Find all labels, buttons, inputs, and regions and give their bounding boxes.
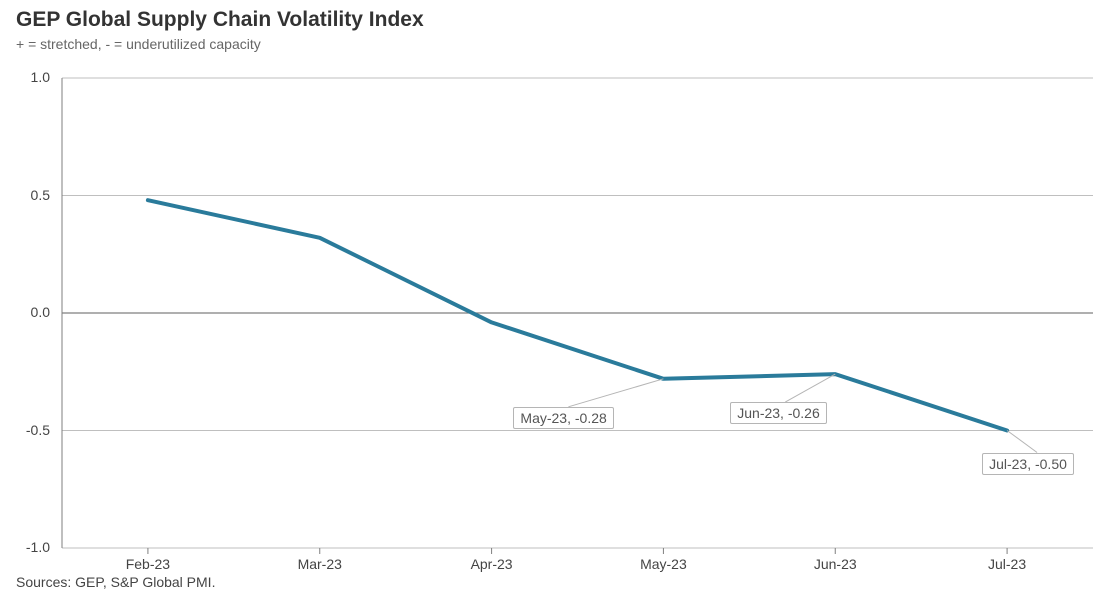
- x-tick-label: Jul-23: [957, 556, 1057, 572]
- y-tick-label: 0.5: [0, 187, 50, 203]
- data-callout: Jun-23, -0.26: [730, 402, 827, 424]
- y-tick-label: -1.0: [0, 539, 50, 555]
- x-tick-label: Mar-23: [270, 556, 370, 572]
- y-tick-label: -0.5: [0, 422, 50, 438]
- data-callout: May-23, -0.28: [513, 407, 613, 429]
- chart-source: Sources: GEP, S&P Global PMI.: [16, 574, 215, 590]
- data-callout: Jul-23, -0.50: [982, 453, 1074, 475]
- x-tick-label: Feb-23: [98, 556, 198, 572]
- x-tick-label: Jun-23: [785, 556, 885, 572]
- chart-container: GEP Global Supply Chain Volatility Index…: [0, 0, 1112, 598]
- y-tick-label: 1.0: [0, 69, 50, 85]
- x-tick-label: Apr-23: [442, 556, 542, 572]
- x-tick-label: May-23: [613, 556, 713, 572]
- chart-plot: [0, 0, 1112, 598]
- y-tick-label: 0.0: [0, 304, 50, 320]
